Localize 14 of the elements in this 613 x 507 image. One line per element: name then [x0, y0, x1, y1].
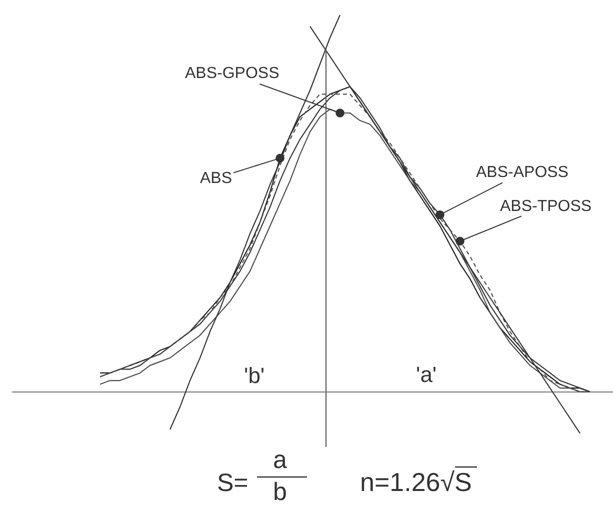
point: [456, 236, 464, 246]
text: ABS-TPOSS: [500, 198, 592, 215]
annotation: 'b': [244, 363, 265, 388]
text: ABS: [200, 170, 232, 187]
text: ABS-GPOSS: [185, 65, 280, 82]
text: a: [273, 446, 287, 474]
point: [276, 154, 284, 163]
point: [336, 108, 344, 118]
point: [436, 210, 444, 220]
annotation: 'a': [416, 362, 437, 387]
text: ABS-APOSS: [476, 164, 568, 181]
text: b: [273, 478, 287, 506]
text: S=: [217, 469, 248, 497]
text: n=1.26√S: [360, 467, 472, 497]
